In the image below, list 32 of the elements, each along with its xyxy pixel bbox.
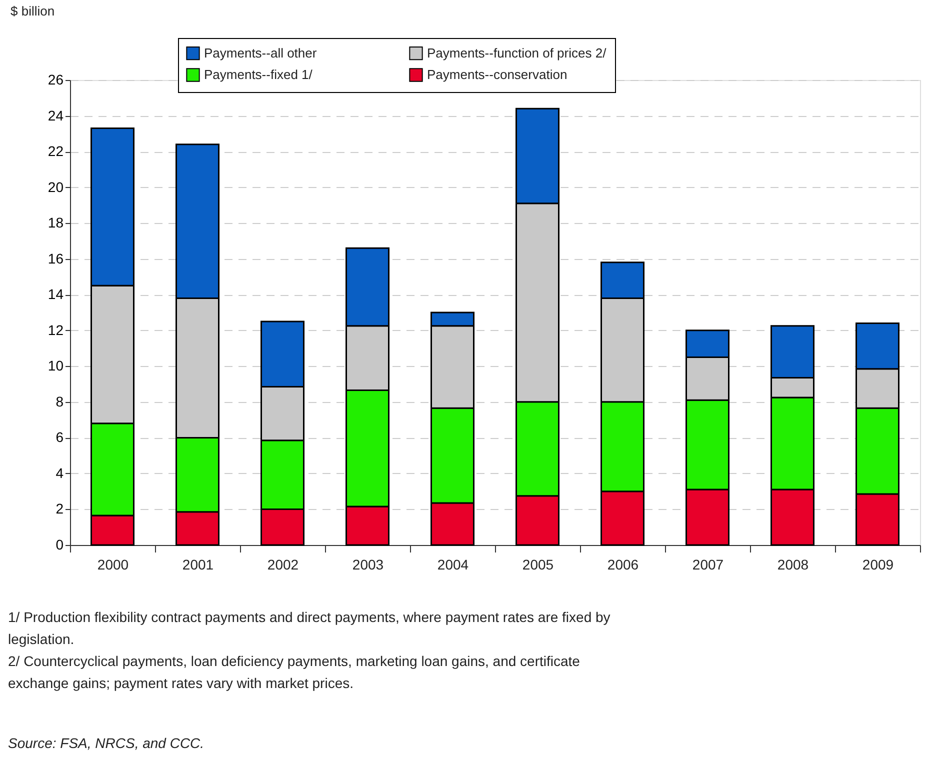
x-tick-label: 2000 — [97, 556, 129, 572]
legend-label: Payments--fixed 1/ — [204, 67, 313, 82]
x-tick-label: 2005 — [522, 556, 554, 572]
y-axis-title: $ billion — [10, 4, 55, 18]
x-tick-label: 2004 — [437, 556, 469, 572]
legend-label: Payments--all other — [204, 45, 318, 60]
y-tick-label: 12 — [48, 322, 64, 338]
legend-label: Payments--conservation — [427, 67, 568, 82]
y-tick-label: 2 — [56, 500, 64, 517]
x-tick-label: 2003 — [352, 556, 384, 572]
y-tick-label: 22 — [48, 143, 64, 160]
text: 2/ Countercyclical payments, loan deficiency payments, marketing loan gains, and certificate exchange gains; payment rates vary with market prices. — [8, 653, 580, 691]
y-tick-label: 16 — [48, 250, 64, 266]
x-tick-label: 2001 — [182, 556, 214, 572]
x-tick-label: 2007 — [692, 556, 724, 572]
y-tick-label: 18 — [48, 214, 64, 231]
y-tick-label: 20 — [48, 178, 64, 195]
y-tick-label: 0 — [56, 536, 64, 552]
y-tick-label: 6 — [56, 429, 64, 446]
y-tick-label: 24 — [48, 107, 64, 124]
source-note: Source: FSA, NRCS, and CCC. — [8, 735, 204, 751]
x-tick-label: 2006 — [607, 556, 639, 572]
y-tick-label: 14 — [48, 286, 64, 302]
y-tick-label: 4 — [56, 464, 64, 481]
y-tick-label: 8 — [56, 393, 64, 410]
legend-label: Payments--function of prices 2/ — [427, 45, 607, 60]
text: 1/ Production flexibility contract payments and direct payments, where payment rates are fixed by legislation. — [8, 609, 610, 647]
y-tick-label: 26 — [48, 72, 64, 88]
x-tick-label: 2009 — [862, 556, 894, 572]
x-tick-label: 2002 — [267, 556, 299, 572]
y-tick-label: 10 — [48, 358, 64, 374]
x-tick-label: 2008 — [777, 556, 809, 572]
